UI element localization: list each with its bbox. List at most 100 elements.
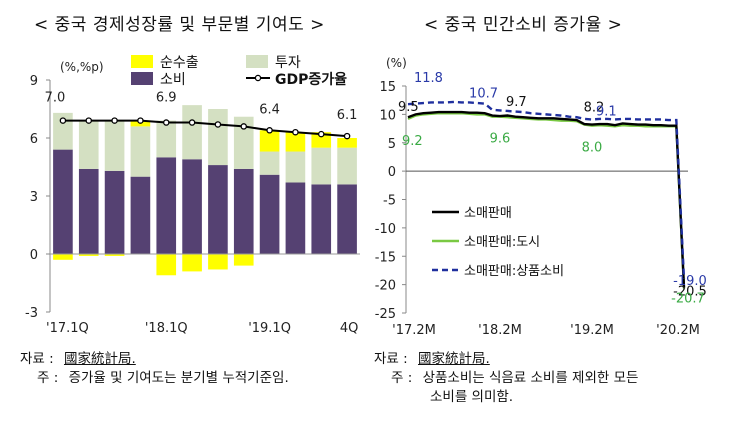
legend-investment-swatch — [246, 55, 268, 68]
consumption-bar — [208, 165, 228, 254]
legend-retail-label: 소매판매 — [464, 206, 512, 221]
right-data-label: -20.7 — [671, 292, 705, 307]
investment-bar — [259, 151, 280, 175]
left-y-tick-label: 3 — [30, 190, 38, 205]
left-note-row: 주 : 증가율 및 기여도는 분기별 누적기준임. — [37, 369, 289, 387]
gdp-growth-point — [162, 119, 170, 126]
gdp-growth-point — [266, 127, 273, 134]
left-x-tick-label: 4Q — [340, 321, 359, 336]
net-exports-bar — [233, 254, 254, 266]
left-y-tick-label: 0 — [30, 248, 38, 263]
right-note-line2: 소비를 의미함. — [430, 389, 514, 405]
right-data-label: 9.6 — [490, 132, 511, 147]
right-data-label: 10.7 — [469, 86, 498, 101]
consumption-bar — [311, 184, 332, 254]
gdp-data-label: 7.0 — [45, 91, 66, 106]
legend-net-exports-label: 순수출 — [160, 55, 199, 71]
consumption-bar — [285, 182, 306, 254]
consumption-bar — [104, 170, 125, 254]
urban-retail-sales-line — [407, 112, 686, 289]
consumption-bar — [337, 184, 357, 254]
left-source-label: 자료 : — [20, 351, 54, 367]
right-note-row2: 소비를 의미함. — [430, 388, 513, 406]
gdp-growth-point — [111, 117, 118, 124]
gdp-growth-point — [343, 132, 351, 140]
left-note: 증가율 및 기여도는 분기별 누적기준임. — [68, 370, 289, 386]
right-y-tick-label: 5 — [388, 137, 396, 152]
net-exports-bar — [285, 132, 306, 152]
consumption-bar — [259, 174, 280, 254]
investment-bar — [130, 126, 151, 177]
right-x-tick-label: '18.2M — [478, 323, 522, 338]
left-unit-label: (%,%p) — [60, 60, 104, 74]
left-x-tick-label: '17.1Q — [46, 321, 89, 336]
left-y-tick-label: 9 — [30, 74, 38, 89]
right-source: 國家統計局. — [417, 351, 490, 367]
investment-bar — [311, 147, 332, 185]
gdp-growth-point — [59, 117, 67, 124]
investment-bar — [285, 151, 306, 183]
legend-goods-label: 소매판매:상품소비 — [464, 264, 564, 279]
gdp-growth-point — [292, 128, 299, 136]
consumption-bar — [156, 157, 177, 254]
legend-gdp-label: GDP증가율 — [275, 71, 347, 88]
net-exports-bar — [53, 254, 73, 260]
investment-bar — [337, 147, 357, 185]
net-exports-bar — [78, 254, 99, 256]
right-data-label: 9.1 — [596, 104, 617, 119]
right-data-label: 8.2 — [584, 101, 605, 116]
investment-bar — [233, 116, 254, 169]
net-exports-bar — [311, 132, 332, 148]
gdp-growth-point — [240, 123, 247, 130]
right-x-tick-label: '17.2M — [392, 323, 436, 338]
gdp-growth-point — [85, 117, 93, 124]
right-note-line1: 상품소비는 식음료 소비를 제외한 모든 — [422, 370, 639, 386]
net-exports-bar — [104, 254, 125, 256]
right-chart-title: < 중국 민간소비 증가율 > — [424, 15, 623, 35]
right-data-label: 8.0 — [582, 141, 603, 156]
right-y-tick-label: -15 — [375, 250, 396, 265]
right-y-tick-label: -10 — [375, 222, 396, 237]
right-y-tick-label: -20 — [375, 279, 396, 294]
left-source: 國家統計局. — [63, 351, 136, 367]
legend-urban-label: 소매판매:도시 — [464, 235, 540, 250]
right-y-tick-label: 15 — [379, 80, 396, 95]
investment-bar — [104, 120, 125, 171]
left-x-tick-label: '18.1Q — [145, 321, 188, 336]
legend-consumption-label: 소비 — [160, 72, 186, 88]
left-note-label: 주 : — [37, 370, 59, 386]
right-data-label: 9.7 — [506, 95, 527, 110]
left-chart-title: < 중국 경제성장률 및 부문별 기여도 > — [34, 15, 325, 35]
investment-bar — [156, 120, 177, 158]
right-x-tick-label: '19.2M — [570, 323, 614, 338]
right-y-tick-label: 10 — [379, 108, 396, 123]
legend-consumption-swatch — [131, 72, 153, 85]
right-unit-label: (%) — [386, 56, 407, 70]
net-exports-bar — [156, 254, 177, 276]
consumption-bar — [233, 168, 254, 254]
right-note-row: 주 : 상품소비는 식음료 소비를 제외한 모든 — [391, 369, 638, 387]
consumption-bar — [78, 168, 99, 254]
investment-bar — [53, 112, 73, 150]
left-source-row: 자료 : 國家統計局. — [20, 350, 136, 368]
gdp-growth-point — [214, 121, 222, 128]
right-y-tick-label: -25 — [375, 307, 396, 322]
gdp-data-label: 6.1 — [337, 108, 358, 123]
net-exports-bar — [337, 138, 357, 148]
left-y-tick-label: -3 — [25, 306, 38, 321]
net-exports-bar — [182, 254, 202, 272]
retail-sales-line — [407, 110, 686, 288]
right-y-tick-label: 0 — [388, 165, 396, 180]
legend-investment-label: 투자 — [275, 55, 301, 71]
gdp-growth-point — [188, 119, 196, 126]
gdp-growth-point — [137, 117, 144, 124]
right-data-label: -19.0 — [673, 274, 707, 289]
legend-net-exports-swatch — [131, 55, 153, 68]
right-x-tick-label: '20.2M — [656, 323, 700, 338]
consumption-bar — [53, 149, 73, 254]
consumption-bar — [182, 159, 202, 254]
left-y-tick-label: 6 — [30, 132, 38, 147]
right-data-label: 9.2 — [402, 134, 423, 149]
